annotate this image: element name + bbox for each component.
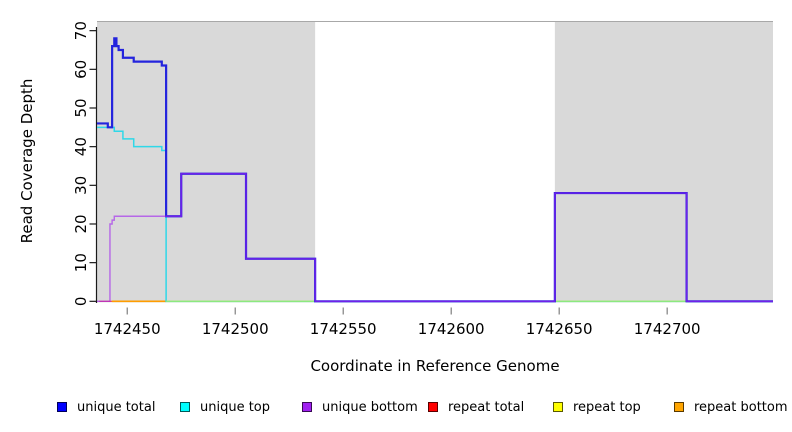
legend-item-repeat-bottom: repeat bottom [674,399,788,415]
x-axis-tick-label: 1742700 [634,320,701,338]
x-axis-tick-label: 1742600 [418,320,485,338]
legend-item-unique-total: unique total [57,399,155,415]
legend-item-unique-bottom: unique bottom [302,399,418,415]
x-axis-title: Coordinate in Reference Genome [310,357,560,375]
legend-label: repeat bottom [694,399,788,415]
y-axis-tick-label: 20 [72,214,90,233]
y-axis-tick-label: 50 [72,98,90,117]
shaded-region [554,21,773,303]
legend: unique total unique top unique bottom re… [0,399,792,419]
legend-label: unique top [200,399,271,415]
y-axis-tick-label: 70 [72,21,90,40]
y-axis-tick-label: 40 [72,137,90,156]
legend-swatch-icon [180,402,190,412]
legend-swatch-icon [428,402,438,412]
legend-swatch-icon [553,402,563,412]
legend-item-repeat-total: repeat total [428,399,524,415]
legend-item-repeat-top: repeat top [553,399,641,415]
x-axis-tick-label: 1742550 [310,320,377,338]
legend-item-unique-top: unique top [180,399,270,415]
series-line-unique-bottom [97,173,773,303]
legend-label: unique bottom [322,399,418,415]
x-axis-tick-label: 1742500 [202,320,269,338]
x-axis-tick-label: 1742450 [94,320,161,338]
y-axis-title: Read Coverage Depth [18,78,36,244]
y-axis-tick-label: 10 [72,253,90,272]
y-axis-tick-label: 0 [72,297,90,307]
shaded-region [97,21,316,303]
x-axis-tick-label: 1742650 [526,320,593,338]
legend-swatch-icon [674,402,684,412]
legend-swatch-icon [302,402,312,412]
legend-label: repeat total [448,399,525,415]
y-axis-tick-label: 30 [72,176,90,195]
legend-label: unique total [77,399,156,415]
y-axis-tick-label: 60 [72,60,90,79]
legend-swatch-icon [57,402,67,412]
legend-label: repeat top [573,399,641,415]
